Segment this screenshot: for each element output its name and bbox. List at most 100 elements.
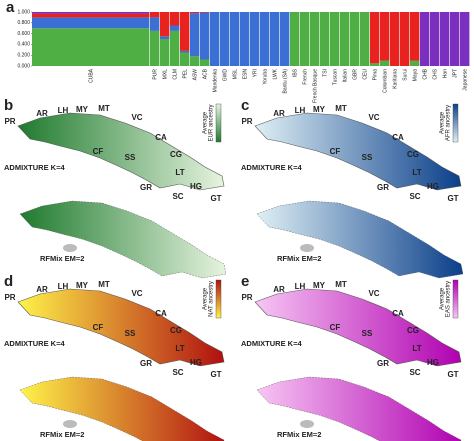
bar-segment <box>170 12 180 26</box>
province-label: GR <box>377 359 389 368</box>
province-label: CA <box>155 309 167 318</box>
province-label: CA <box>392 133 404 142</box>
bar-segment <box>310 12 320 66</box>
bar-segment <box>410 12 420 61</box>
bar-segment <box>190 13 200 57</box>
bar-segment <box>400 12 410 66</box>
province-label: AR <box>273 285 285 294</box>
colorbar <box>215 103 222 143</box>
province-label: MT <box>335 104 347 113</box>
method-label: RFMix EM=2 <box>40 254 84 263</box>
cuba-map <box>17 112 225 191</box>
panel-label: b <box>4 97 13 114</box>
province-label: LT <box>412 168 421 177</box>
x-tick-label: CUBA <box>88 68 94 83</box>
province-label: CF <box>330 147 341 156</box>
bar-segment <box>160 12 170 37</box>
province-label: AR <box>36 109 48 118</box>
x-tick-label: Maya <box>412 69 418 81</box>
province-label: LT <box>175 168 184 177</box>
bar-segment <box>320 12 330 66</box>
cuba-map <box>254 112 462 191</box>
province-label: MY <box>313 105 326 114</box>
province-label: CA <box>155 133 167 142</box>
isle <box>300 244 314 252</box>
x-tick-label: French Basque <box>312 69 318 103</box>
province-label: CG <box>407 150 419 159</box>
x-tick-label: CEU <box>362 69 368 80</box>
province-label: LH <box>58 106 69 115</box>
province-label: CF <box>93 147 104 156</box>
province-label: HG <box>427 182 439 191</box>
bar-segment <box>220 12 230 66</box>
bar-segment <box>430 12 440 66</box>
x-tick-label: Mandenka <box>212 69 218 93</box>
province-label: PR <box>4 117 15 126</box>
bar-segment <box>210 12 220 66</box>
bar-segment <box>300 12 310 66</box>
x-tick-label: YRI <box>252 69 258 77</box>
bar-segment <box>420 12 430 66</box>
bar-segment <box>380 60 390 66</box>
bar-segment <box>350 12 360 66</box>
bar-segment <box>330 12 340 66</box>
province-label: SS <box>125 329 136 338</box>
method-label: RFMix EM=2 <box>277 254 321 263</box>
legend-subtitle: EUR ancestry <box>209 104 215 141</box>
x-tick-label: CLM <box>172 69 178 80</box>
x-tick-label: French <box>302 69 308 85</box>
panel-label: e <box>241 273 249 290</box>
province-label: VC <box>368 113 379 122</box>
bar-segment <box>150 30 160 66</box>
province-label: GR <box>140 183 152 192</box>
province-label: LH <box>295 282 306 291</box>
bar-segment <box>200 12 210 13</box>
province-label: GT <box>210 194 221 203</box>
y-tick-label: 0.600 <box>17 31 30 37</box>
province-label: SC <box>409 368 420 377</box>
bar-segment <box>290 12 300 66</box>
x-tick-label: Surui <box>402 69 408 81</box>
isle <box>63 244 77 252</box>
province-label: PR <box>241 117 252 126</box>
province-label: LT <box>412 344 421 353</box>
legend-subtitle: NAT ancestry <box>209 281 215 317</box>
bar-segment <box>240 12 250 66</box>
legend-title: Average <box>440 111 446 134</box>
cuba-map <box>19 200 227 279</box>
province-label: LH <box>58 282 69 291</box>
bar-segment <box>32 12 150 14</box>
map-panel: b PR AR LH MY MT VC CA CF SS CG LT HG GR SC GT ADMIXTURE… <box>4 97 227 279</box>
colorbar <box>452 279 459 319</box>
province-label: LH <box>295 106 306 115</box>
province-label: HG <box>427 358 439 367</box>
x-tick-label: MXL <box>162 69 168 80</box>
bar-segment <box>440 12 450 66</box>
province-label: SS <box>125 153 136 162</box>
x-tick-label: GWD <box>222 69 228 82</box>
x-tick-label: IBS <box>292 68 298 77</box>
method-label: ADMIXTURE K=4 <box>241 163 302 172</box>
x-tick-label: ESN <box>242 69 248 80</box>
x-tick-label: GBR <box>352 69 358 80</box>
x-tick-label: PEL <box>182 69 188 79</box>
cuba-map <box>256 200 464 279</box>
y-tick-label: 0.200 <box>17 53 30 59</box>
x-tick-label: Han <box>442 69 448 78</box>
province-label: VC <box>368 289 379 298</box>
x-tick-label: CHS <box>432 68 438 79</box>
province-label: MT <box>335 280 347 289</box>
bar-segment <box>250 12 260 66</box>
x-tick-label: Colombian <box>382 69 388 93</box>
province-label: LT <box>175 344 184 353</box>
bar-segment <box>410 60 420 66</box>
bar-segment <box>150 17 160 31</box>
province-label: VC <box>131 113 142 122</box>
bar-segment <box>32 17 150 29</box>
bar-segment <box>170 30 180 66</box>
province-label: GT <box>447 194 458 203</box>
bar-segment <box>160 39 170 66</box>
colorbar <box>452 103 459 143</box>
province-label: GR <box>377 183 389 192</box>
